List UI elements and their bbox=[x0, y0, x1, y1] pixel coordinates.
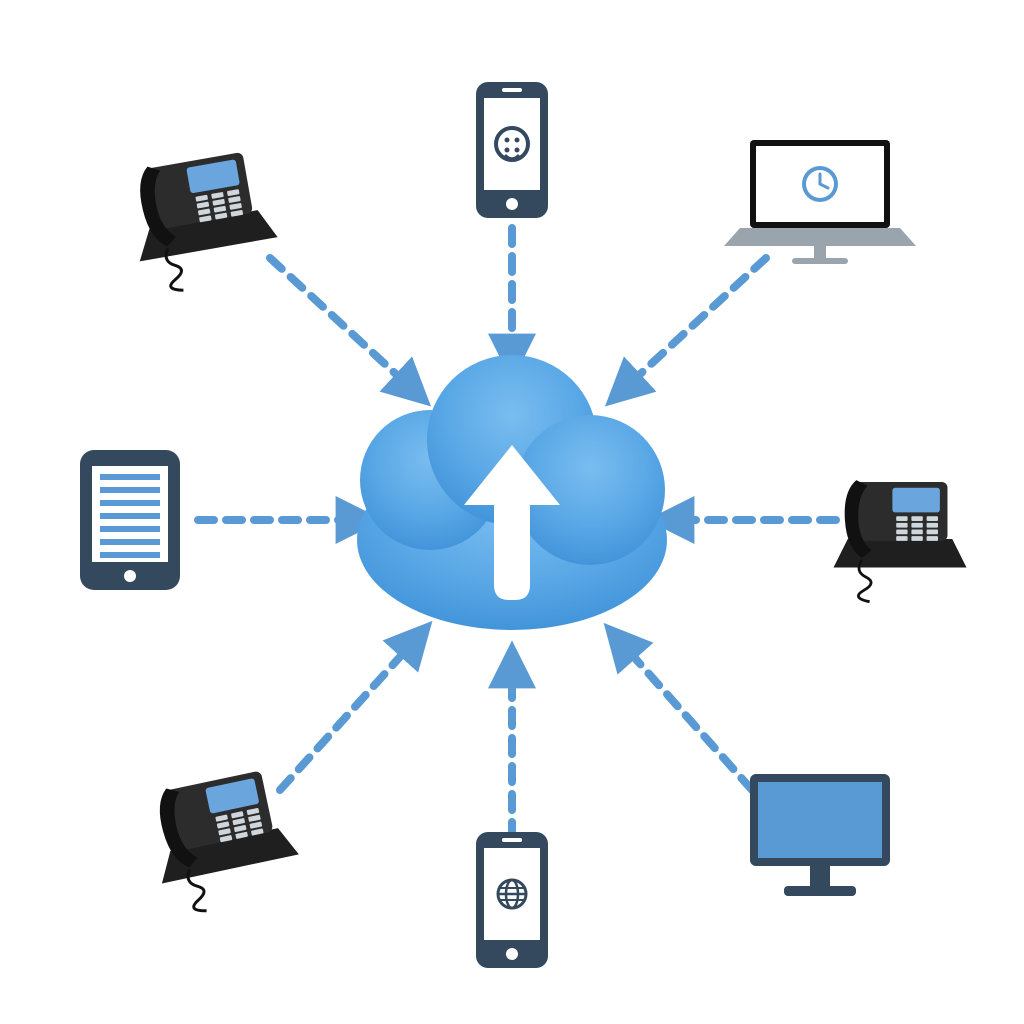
arrow-monitor bbox=[610, 630, 752, 790]
smartphone2-icon bbox=[476, 832, 548, 968]
deskphone1-icon bbox=[124, 146, 284, 296]
laptop-icon bbox=[724, 140, 916, 264]
arrow-deskphone2 bbox=[280, 628, 426, 790]
cloud-network-diagram bbox=[0, 0, 1024, 1024]
tablet-icon bbox=[80, 450, 180, 590]
deskphone3-icon bbox=[834, 480, 967, 602]
arrow-deskphone1 bbox=[270, 258, 424, 400]
smartphone1-icon bbox=[476, 82, 548, 218]
monitor-icon bbox=[750, 774, 890, 896]
arrow-laptop bbox=[612, 258, 766, 400]
